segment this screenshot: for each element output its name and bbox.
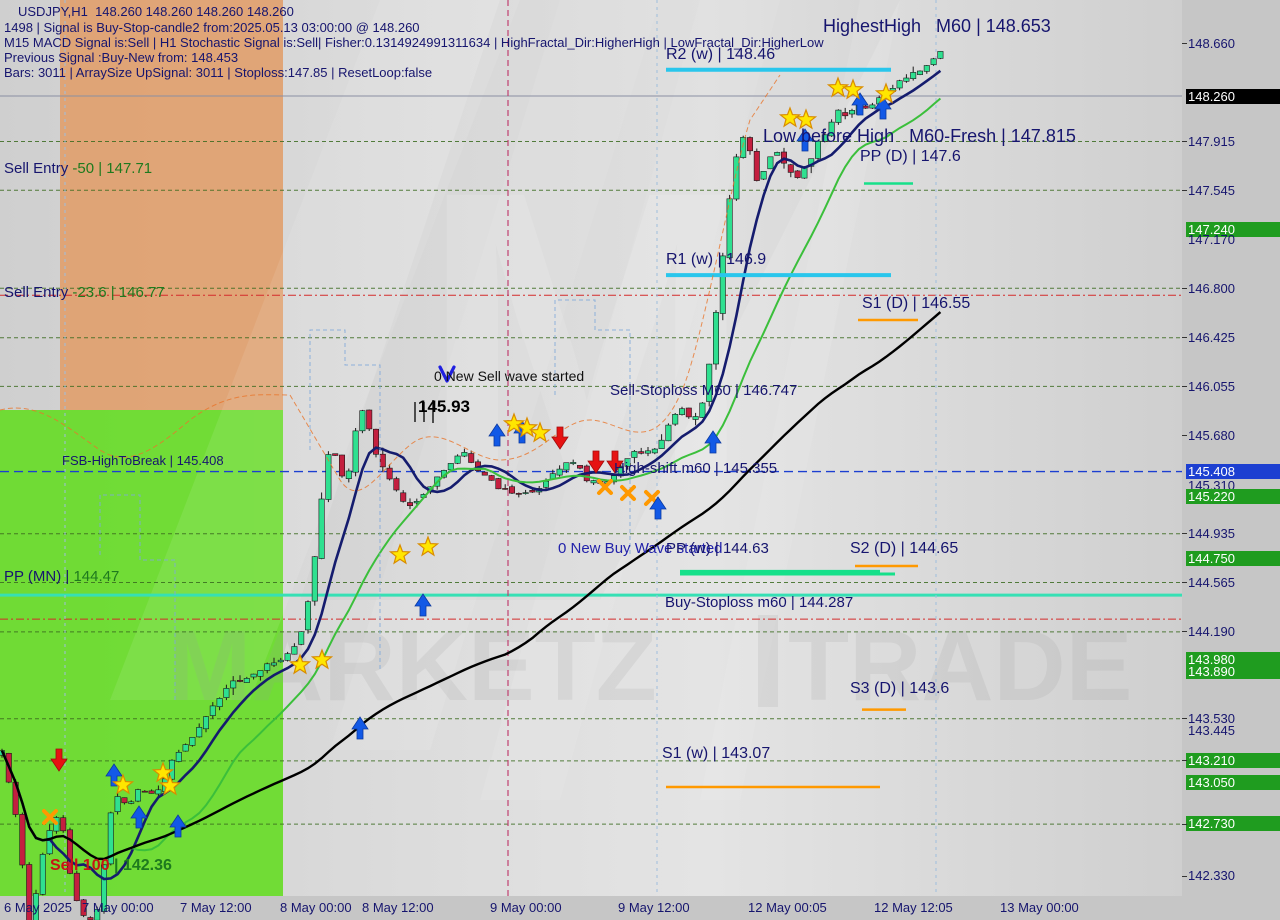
svg-text:MARKETZ: MARKETZ	[168, 610, 657, 722]
svg-text:TRADE: TRADE	[788, 610, 1132, 722]
svg-text:M: M	[420, 108, 753, 555]
